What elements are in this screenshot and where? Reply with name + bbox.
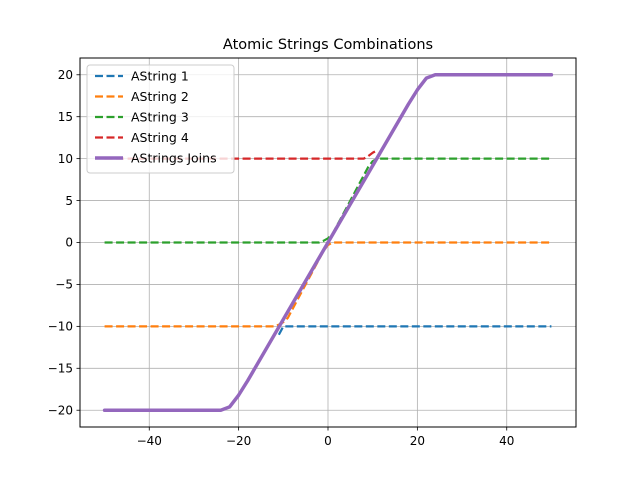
x-tick-label: 0 [324,434,332,448]
y-tick-label: 10 [58,152,73,166]
legend-label: AString 3 [131,110,189,125]
axis-ticks: −40 −20 0 20 40 −20 −15 −10 −5 0 5 10 15 20 [48,68,515,448]
chart-title: Atomic Strings Combinations [223,37,433,53]
x-tick-label: 20 [410,434,425,448]
y-tick-label: 0 [65,236,73,250]
series-line-astring-1 [277,325,552,336]
y-tick-label: −10 [48,320,73,334]
legend-box [86,64,235,174]
y-tick-label: 20 [58,68,73,82]
y-tick-label: 5 [65,194,73,208]
legend-label: AString 4 [131,130,189,145]
legend-label: AString 2 [131,89,189,104]
legend-label: AString 1 [131,69,189,84]
y-tick-label: 15 [58,110,73,124]
x-tick-label: −40 [137,434,162,448]
x-tick-label: 40 [499,434,514,448]
y-tick-label: −15 [48,361,73,375]
series-line-astring-2 [104,241,552,328]
series-lines [102,73,554,412]
legend-label: AStrings Joins [131,151,217,166]
x-tick-label: −20 [226,434,251,448]
y-tick-label: −20 [48,403,73,417]
legend: AString 1 AString 2 AString 3 AString 4 AStr… [86,64,235,174]
series-line-astring-4 [104,149,378,160]
series-line-astrings-joins [102,73,554,412]
y-tick-label: −5 [55,278,73,292]
